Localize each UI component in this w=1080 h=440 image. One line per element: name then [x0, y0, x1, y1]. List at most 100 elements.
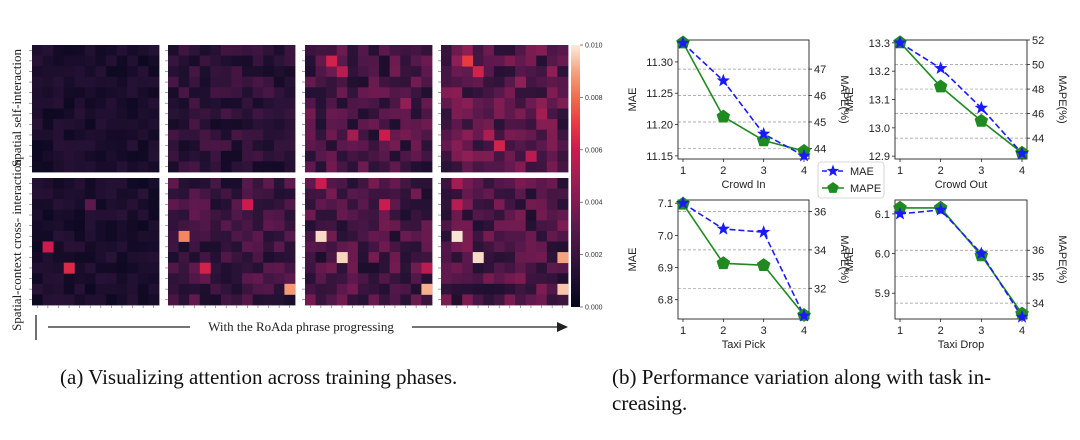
heatmap-cell [536, 273, 548, 285]
heatmap-cell [536, 87, 548, 99]
heatmap-cell [305, 199, 316, 211]
heatmap-cell [242, 262, 254, 274]
heatmap-cell [95, 178, 107, 189]
heatmap-cell [515, 129, 527, 141]
heatmap-cell [379, 188, 391, 200]
heatmap-cell [242, 87, 254, 99]
heatmap-cell [242, 66, 254, 78]
heatmap-cell [148, 220, 160, 232]
mae-point [676, 196, 690, 209]
heatmap-cell [220, 45, 232, 56]
heatmap-cell [421, 55, 433, 67]
heatmap-cell [284, 150, 296, 162]
heatmap-cell [148, 140, 160, 152]
heatmap-cell [326, 119, 338, 131]
heatmap-cell [368, 230, 380, 242]
heatmap-cell [127, 273, 139, 285]
heatmap-cell [242, 209, 254, 221]
heatmap-cell [536, 252, 548, 264]
heatmap-cell [178, 161, 190, 173]
heatmap-cell [168, 199, 179, 211]
heatmap-hot-cell [379, 199, 391, 211]
heatmap-cell [326, 199, 338, 211]
heatmap-cell [410, 262, 422, 274]
heatmap-cell [389, 129, 401, 141]
heatmap-cell [116, 108, 128, 120]
heatmap-cell [315, 241, 327, 253]
heatmap-cell [472, 273, 484, 285]
heatmap-cell [472, 119, 484, 131]
heatmap-cell [483, 199, 495, 211]
heatmap-cell [515, 209, 527, 221]
heatmap-cell [63, 209, 75, 221]
heatmap-cell [368, 188, 380, 200]
heatmap-cell [137, 150, 149, 162]
heatmap-cell [400, 66, 412, 78]
heatmap-cell [53, 119, 65, 131]
heatmap-cell [472, 140, 484, 152]
heatmap-cell [127, 178, 139, 189]
heatmap-cell [410, 66, 422, 78]
heatmap-cell [220, 262, 232, 274]
heatmap-cell [557, 140, 569, 152]
heatmap-cell [410, 108, 422, 120]
heatmap-cell [95, 161, 107, 173]
heatmap-cell [504, 129, 516, 141]
heatmap-hot-cell [42, 241, 54, 253]
heatmap-cell [347, 76, 359, 88]
heatmap-cell [347, 87, 359, 99]
heatmap-cell [462, 252, 474, 264]
y2-axis-label: MAPE(%) [1056, 75, 1068, 123]
heatmap-cell [546, 87, 558, 99]
heatmap-cell [368, 294, 380, 306]
heatmap-cell [336, 45, 348, 56]
heatmap-cell [189, 76, 201, 88]
heatmap-cell [210, 140, 222, 152]
heatmap-cell [441, 76, 452, 88]
heatmap-cell [210, 273, 222, 285]
heatmap-1-4 [438, 45, 569, 173]
heatmap-cell [389, 97, 401, 109]
heatmap-cell [493, 252, 505, 264]
x-tick-label: 2 [720, 165, 726, 177]
heatmap-hot-cell [557, 252, 569, 264]
heatmap-cell [199, 129, 211, 141]
heatmap-cell [231, 161, 243, 173]
heatmap-cell [357, 188, 369, 200]
heatmap-cell [493, 241, 505, 253]
y-tick-label: 13.0 [869, 123, 890, 135]
heatmap-cell [263, 220, 275, 232]
heatmap-cell [389, 87, 401, 99]
heatmap-cell [252, 188, 264, 200]
legend-mape-marker [827, 182, 839, 193]
heatmap-cell [326, 294, 338, 306]
heatmap-cell [462, 161, 474, 173]
heatmap-cell [263, 76, 275, 88]
legend: MAE MAPE [817, 161, 885, 199]
heatmap-cell [326, 230, 338, 242]
heatmap-cell [462, 108, 474, 120]
heatmap-cell [379, 178, 391, 189]
heatmap-cell [410, 188, 422, 200]
heatmap-cell [178, 262, 190, 274]
heatmap-cell [168, 129, 179, 141]
heatmap-cell [106, 262, 118, 274]
heatmap-cell [493, 87, 505, 99]
heatmap-cell [210, 230, 222, 242]
heatmap-cell [53, 178, 65, 189]
heatmap-cell [168, 108, 179, 120]
heatmap-cell [95, 76, 107, 88]
heatmap-cell [95, 241, 107, 253]
heatmap-cell [63, 273, 75, 285]
heatmap-cell [441, 45, 452, 56]
heatmap-cell [368, 262, 380, 274]
heatmap-hot-cell [315, 230, 327, 242]
heatmap-cell [42, 273, 54, 285]
heatmap-cell [74, 140, 86, 152]
heatmap-cell [421, 87, 433, 99]
heatmap-cell [389, 108, 401, 120]
heatmap-cell [116, 241, 128, 253]
heatmap-cell [326, 97, 338, 109]
heatmap-cell [263, 45, 275, 56]
heatmap-cell [84, 209, 96, 221]
